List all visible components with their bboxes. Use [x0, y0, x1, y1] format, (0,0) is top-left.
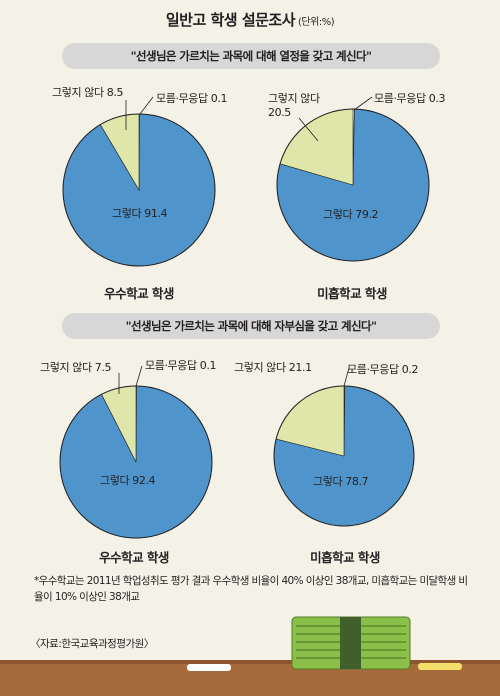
pie-2-leader-no — [298, 117, 319, 142]
pie-1-leader-unknown — [139, 96, 154, 115]
source-credit: 〈자료:한국교육과정평가원〉 — [30, 638, 154, 650]
pie-3-leader-unknown — [135, 365, 143, 387]
yellow-chalk — [418, 663, 462, 670]
question-banner-1: "선생님은 가르치는 과목에 대해 열정을 갖고 계신다" — [62, 43, 440, 69]
pie-2-label-yes: 그렇다 79.2 — [323, 208, 379, 221]
pie-1-label-yes: 그렇다 91.4 — [112, 207, 168, 220]
pie-2-label-no-value: 20.5 — [268, 106, 291, 119]
title-text: 일반고 학생 설문조사 — [165, 11, 296, 29]
pie-3-label-no: 그렇지 않다 7.5 — [40, 361, 112, 374]
white-chalk — [187, 664, 231, 671]
page-title: 일반고 학생 설문조사 (단위:%) — [0, 9, 500, 30]
question-banner-2: "선생님은 가르치는 과목에 대해 자부심을 갖고 계신다" — [62, 313, 440, 339]
pie-2-outline — [276, 108, 430, 262]
pie-2-label-no-name: 그렇지 않다 — [268, 92, 320, 105]
pie-3-caption: 우수학교 학생 — [99, 550, 169, 565]
pie-2-caption: 미흡학교 학생 — [317, 286, 387, 301]
pie-2-label-unknown: 모름·무응답 0.3 — [374, 92, 446, 105]
pie-3-label-yes: 그렇다 92.4 — [100, 474, 156, 487]
pie-4-caption: 미흡학교 학생 — [310, 550, 380, 565]
pie-4-label-unknown: 모름·무응답 0.2 — [347, 363, 419, 376]
pie-4-label-no: 그렇지 않다 21.1 — [234, 361, 312, 374]
ledge-edge — [0, 660, 500, 664]
eraser-band — [340, 617, 361, 669]
pie-3-label-unknown: 모름·무응답 0.1 — [145, 359, 217, 372]
pie-4-leader-unknown — [343, 367, 350, 387]
pie-1-caption: 우수학교 학생 — [104, 286, 174, 301]
unit-label: (단위:%) — [298, 17, 335, 28]
pie-1-label-unknown: 모름·무응답 0.1 — [156, 92, 228, 105]
pie-1-label-no: 그렇지 않다 8.5 — [52, 86, 124, 99]
pie-2-label-no: 그렇지 않다 20.5 — [268, 90, 320, 119]
pie-1-outline — [62, 113, 216, 267]
footnote: *우수학교는 2011년 학업성취도 평가 결과 우수학생 비율이 40% 이상… — [34, 575, 468, 603]
pie-2-leader-unknown — [353, 96, 373, 111]
ledge-board — [0, 660, 500, 696]
pie-4-label-yes: 그렇다 78.7 — [313, 475, 369, 488]
